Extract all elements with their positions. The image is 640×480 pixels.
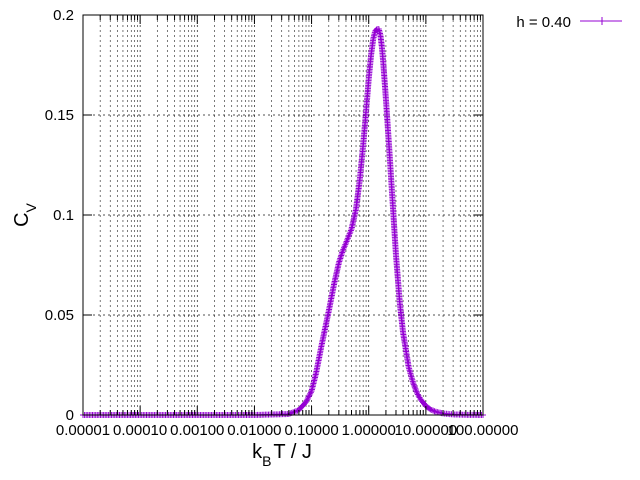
x-axis-label-main: k [252, 441, 263, 463]
legend: h = 0.40 [516, 14, 622, 31]
x-tick-label: 100.00000 [448, 422, 519, 439]
ticks [82, 14, 484, 416]
legend-marker-plus [598, 17, 606, 25]
series-markers-h040 [80, 26, 486, 418]
tick-labels: 0 0.05 0.1 0.15 0.2 0.00001 0.00010 0.00100 0.01… [45, 7, 519, 439]
x-tick-label: 0.00010 [113, 422, 167, 439]
x-axis-label: kB T / J [252, 441, 312, 469]
x-tick-label: 10.00000 [395, 422, 458, 439]
y-axis-label-sub: V [23, 202, 39, 212]
x-tick-label: 0.01000 [227, 422, 281, 439]
x-tick-label: 0.00100 [170, 422, 224, 439]
x-tick-label: 1.00000 [342, 422, 396, 439]
x-tick-label: 0.00001 [56, 422, 110, 439]
y-tick-label: 0.1 [53, 207, 74, 224]
series-layer [80, 26, 486, 418]
x-axis-label-sub: B [262, 453, 271, 469]
y-tick-label: 0.15 [45, 107, 74, 124]
legend-entry-label: h = 0.40 [516, 14, 571, 31]
y-tick-label: 0 [66, 407, 74, 424]
x-axis-label-rest: T / J [273, 441, 312, 463]
y-axis-label-main: C [11, 212, 33, 226]
grid [82, 14, 484, 416]
x-tick-label: 0.10000 [284, 422, 338, 439]
y-tick-label: 0.05 [45, 307, 74, 324]
legend-entry-marker [598, 17, 606, 25]
y-tick-label: 0.2 [53, 7, 74, 24]
y-axis-label: CV [11, 202, 39, 226]
